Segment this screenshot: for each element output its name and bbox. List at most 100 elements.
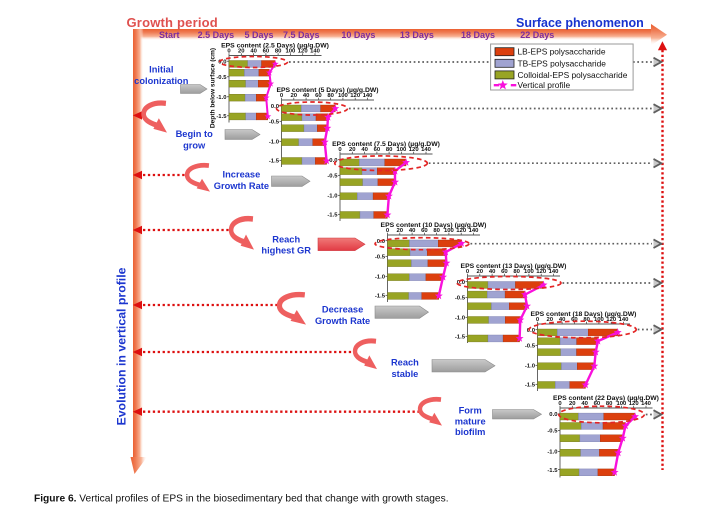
svg-text:80: 80 [327, 93, 334, 99]
svg-text:-1.5: -1.5 [525, 383, 536, 389]
svg-text:-1.0: -1.0 [455, 316, 466, 322]
svg-text:EPS content (13 Days) (µg/g.DW: EPS content (13 Days) (µg/g.DW) [461, 263, 567, 270]
svg-text:EPS content (18 Days) (µg/g.DW: EPS content (18 Days) (µg/g.DW) [531, 311, 637, 318]
svg-text:20: 20 [349, 147, 356, 153]
svg-text:0.0: 0.0 [457, 280, 466, 286]
svg-text:Reach: Reach [272, 235, 300, 245]
svg-text:0: 0 [227, 49, 231, 55]
svg-text:highest GR: highest GR [261, 245, 311, 255]
svg-text:80: 80 [606, 401, 613, 407]
svg-text:Decrease: Decrease [322, 305, 363, 315]
svg-text:140: 140 [421, 147, 432, 153]
svg-text:10 Days: 10 Days [341, 30, 375, 40]
svg-text:0: 0 [386, 228, 390, 234]
svg-text:40: 40 [559, 317, 566, 323]
svg-text:100: 100 [396, 147, 407, 153]
svg-text:-0.5: -0.5 [455, 296, 466, 302]
svg-text:60: 60 [594, 401, 601, 407]
svg-text:EPS content (2.5 Days) (µg/g.D: EPS content (2.5 Days) (µg/g.DW) [221, 42, 329, 49]
svg-text:Reach: Reach [391, 357, 419, 367]
svg-text:Depth below surface (cm): Depth below surface (cm) [210, 48, 217, 128]
svg-text:TB-EPS polysaccharide: TB-EPS polysaccharide [518, 58, 607, 68]
svg-text:Initial: Initial [149, 65, 173, 75]
svg-text:80: 80 [583, 317, 590, 323]
svg-text:-0.5: -0.5 [327, 174, 338, 180]
svg-text:-1.5: -1.5 [375, 294, 386, 300]
svg-text:60: 60 [374, 147, 381, 153]
svg-text:20: 20 [547, 317, 554, 323]
svg-text:140: 140 [363, 93, 374, 99]
svg-text:-1.0: -1.0 [525, 364, 536, 370]
svg-text:120: 120 [409, 147, 420, 153]
svg-text:120: 120 [629, 401, 640, 407]
svg-text:80: 80 [275, 49, 282, 55]
svg-text:100: 100 [594, 317, 605, 323]
svg-text:Growth Rate: Growth Rate [214, 181, 269, 191]
svg-text:-1.0: -1.0 [547, 450, 558, 456]
svg-text:LB-EPS polysaccharide: LB-EPS polysaccharide [518, 47, 606, 57]
svg-text:-0.5: -0.5 [269, 120, 280, 126]
svg-text:-1.5: -1.5 [547, 468, 558, 474]
svg-text:140: 140 [549, 269, 560, 275]
svg-text:20: 20 [477, 269, 484, 275]
svg-text:-1.5: -1.5 [216, 114, 227, 120]
svg-text:stable: stable [391, 369, 418, 379]
svg-text:0.0: 0.0 [329, 158, 338, 164]
svg-text:Increase: Increase [223, 170, 261, 180]
svg-text:-1.0: -1.0 [327, 194, 338, 200]
svg-text:40: 40 [409, 228, 416, 234]
svg-text:Figure 6. Vertical profiles of: Figure 6. Vertical profiles of EPS in th… [34, 494, 449, 505]
svg-text:colonization: colonization [134, 76, 189, 86]
svg-text:Begin to: Begin to [176, 129, 214, 139]
svg-text:60: 60 [571, 317, 578, 323]
svg-text:-0.5: -0.5 [525, 344, 536, 350]
svg-text:Growth Rate: Growth Rate [315, 316, 370, 326]
svg-text:grow: grow [183, 140, 206, 150]
svg-text:100: 100 [444, 228, 455, 234]
svg-text:0: 0 [338, 147, 342, 153]
svg-text:20: 20 [238, 49, 245, 55]
svg-text:-1.5: -1.5 [327, 213, 338, 219]
svg-text:Form: Form [459, 405, 482, 415]
svg-text:60: 60 [501, 269, 508, 275]
svg-text:13 Days: 13 Days [400, 30, 434, 40]
svg-text:120: 120 [536, 269, 547, 275]
svg-text:-0.5: -0.5 [547, 429, 558, 435]
svg-text:80: 80 [513, 269, 520, 275]
svg-text:Colloidal-EPS polysaccharide: Colloidal-EPS polysaccharide [518, 70, 628, 80]
svg-text:Evolution in vertical profile: Evolution in vertical profile [115, 267, 129, 425]
svg-text:Growth period: Growth period [127, 15, 218, 30]
svg-text:0.0: 0.0 [271, 104, 280, 110]
svg-text:2.5 Days: 2.5 Days [198, 30, 235, 40]
svg-text:22 Days: 22 Days [520, 30, 554, 40]
svg-text:80: 80 [433, 228, 440, 234]
svg-text:100: 100 [285, 49, 296, 55]
svg-text:EPS content (7.5 Days) (µg/g.D: EPS content (7.5 Days) (µg/g.DW) [332, 141, 440, 148]
svg-text:60: 60 [315, 93, 322, 99]
svg-text:40: 40 [581, 401, 588, 407]
svg-text:120: 120 [350, 93, 361, 99]
svg-text:140: 140 [469, 228, 480, 234]
svg-text:18 Days: 18 Days [461, 30, 495, 40]
svg-text:140: 140 [641, 401, 652, 407]
svg-text:0.0: 0.0 [549, 412, 558, 418]
svg-text:0.0: 0.0 [377, 239, 386, 245]
svg-text:20: 20 [569, 401, 576, 407]
svg-text:20: 20 [397, 228, 404, 234]
svg-text:100: 100 [524, 269, 535, 275]
svg-text:EPS content (22 Days) (µg/g.DW: EPS content (22 Days) (µg/g.DW) [553, 395, 659, 402]
svg-text:Start: Start [159, 30, 180, 40]
svg-text:Surface phenomenon: Surface phenomenon [516, 16, 644, 30]
svg-text:40: 40 [303, 93, 310, 99]
svg-text:0.0: 0.0 [218, 59, 227, 65]
svg-text:100: 100 [338, 93, 349, 99]
svg-text:80: 80 [386, 147, 393, 153]
svg-text:5 Days: 5 Days [244, 30, 273, 40]
svg-text:7.5 Days: 7.5 Days [283, 30, 320, 40]
svg-text:140: 140 [619, 317, 630, 323]
svg-text:mature: mature [455, 416, 486, 426]
svg-text:-1.5: -1.5 [269, 159, 280, 165]
svg-text:0: 0 [280, 93, 284, 99]
svg-text:-0.5: -0.5 [216, 75, 227, 81]
svg-text:-1.0: -1.0 [375, 275, 386, 281]
